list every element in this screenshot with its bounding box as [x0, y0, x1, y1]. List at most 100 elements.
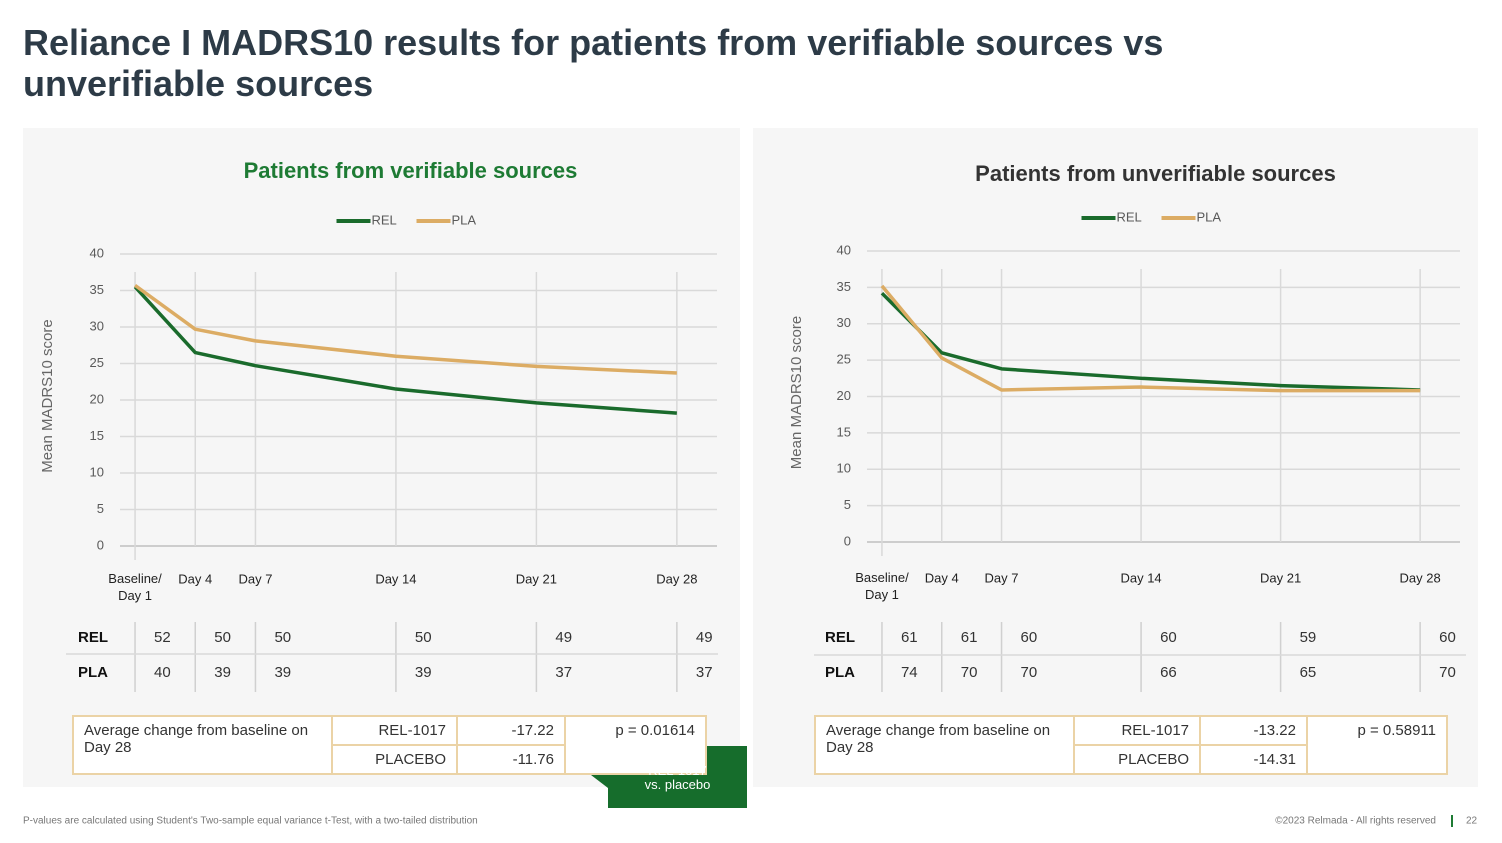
y-tick-label: 5: [97, 501, 104, 516]
table-cell: 61: [901, 629, 918, 646]
panel-bg: [753, 128, 1478, 787]
chart-title: Patients from verifiable sources: [244, 158, 578, 183]
y-tick-label: 15: [837, 424, 851, 439]
table-cell: 60: [1021, 629, 1038, 646]
x-tick-label: Day 4: [925, 570, 959, 585]
table-row-label: REL: [825, 629, 855, 646]
panel-bg: [23, 128, 740, 787]
y-tick-label: 35: [90, 282, 104, 297]
summary-table: Average change from baseline on Day 28 RE…: [814, 715, 1448, 775]
table-row-label: REL: [78, 629, 108, 646]
table-cell: 49: [696, 629, 713, 646]
summary-row: PLACEBO -14.31: [815, 744, 1447, 775]
footnote: P-values are calculated using Student's …: [23, 816, 478, 827]
y-axis-label: Mean MADRS10 score: [788, 316, 805, 469]
x-tick-label: Baseline/Day 1: [108, 571, 162, 603]
x-tick-label: Day 7: [238, 571, 272, 586]
table-cell: 39: [214, 664, 231, 681]
y-tick-label: 10: [90, 464, 104, 479]
callout: -5.5 diff. REL-1017 vs. placebo: [608, 750, 747, 792]
summary-row: Average change from baseline on Day 28 RE…: [814, 715, 1448, 775]
summary-row: Average change from baseline on Day 28 RE…: [72, 715, 707, 775]
summary-value: -17.22: [456, 715, 566, 746]
y-tick-label: 0: [97, 537, 104, 552]
y-tick-label: 15: [90, 428, 104, 443]
callout-line: REL-1017: [648, 763, 707, 778]
table-cell: 70: [961, 664, 978, 681]
summary-name: REL-1017: [1073, 715, 1201, 746]
table-cell: 60: [1160, 629, 1177, 646]
table-cell: 49: [555, 629, 572, 646]
table-cell: 52: [154, 629, 171, 646]
y-tick-label: 5: [844, 497, 851, 512]
series-line: [880, 284, 1421, 393]
slide-title: Reliance I MADRS10 results for patients …: [23, 22, 1164, 104]
legend-label: REL: [372, 212, 397, 227]
table-cell: 59: [1300, 629, 1317, 646]
table-cell: 65: [1300, 664, 1317, 681]
p-value: p = 0.01614: [564, 715, 707, 775]
y-tick-label: 30: [90, 318, 104, 333]
x-tick-label: Day 28: [1400, 570, 1441, 585]
table-row-label: PLA: [78, 664, 108, 681]
summary-name: PLACEBO: [331, 744, 458, 775]
x-tick-label: Day 4: [178, 571, 212, 586]
y-tick-label: 40: [837, 242, 851, 257]
summary-label: Average change from baseline on Day 28: [814, 715, 1075, 775]
legend-label: PLA: [1197, 209, 1222, 224]
table-cell: 61: [961, 629, 978, 646]
summary-row: PLACEBO -11.76: [73, 744, 706, 775]
y-tick-label: 30: [837, 315, 851, 330]
table-cell: 70: [1439, 664, 1456, 681]
p-value: p = 0.58911: [1306, 715, 1448, 775]
y-tick-label: 0: [844, 533, 851, 548]
summary-value: -14.31: [1199, 744, 1308, 775]
table-cell: 70: [1021, 664, 1038, 681]
series-line: [134, 283, 677, 375]
table-cell: 50: [274, 629, 291, 646]
table-cell: 37: [696, 664, 713, 681]
summary-label: Average change from baseline on Day 28: [72, 715, 333, 775]
summary-value: -11.76: [456, 744, 566, 775]
x-tick-label: Day 7: [985, 570, 1019, 585]
copyright: ©2023 Relmada - All rights reserved: [1275, 816, 1436, 827]
table-cell: 37: [555, 664, 572, 681]
y-tick-label: 40: [90, 245, 104, 260]
summary-table: Average change from baseline on Day 28 RE…: [72, 715, 707, 775]
chart-title: Patients from unverifiable sources: [975, 161, 1336, 186]
x-tick-label: Day 21: [516, 571, 557, 586]
table-cell: 50: [415, 629, 432, 646]
y-tick-label: 20: [90, 391, 104, 406]
callout-line: -5.5 diff.: [654, 749, 701, 764]
legend-label: REL: [1117, 209, 1142, 224]
series-line: [880, 291, 1421, 392]
table-cell: 39: [415, 664, 432, 681]
table-cell: 74: [901, 664, 918, 681]
y-tick-label: 20: [837, 388, 851, 403]
y-axis-label: Mean MADRS10 score: [39, 319, 56, 472]
series-line: [133, 285, 677, 415]
legend-label: PLA: [452, 212, 477, 227]
page-number: 22: [1466, 816, 1478, 827]
summary-name: REL-1017: [331, 715, 458, 746]
table-row-label: PLA: [825, 664, 855, 681]
y-tick-label: 25: [90, 355, 104, 370]
callout-line: vs. placebo: [644, 777, 711, 792]
table-cell: 66: [1160, 664, 1177, 681]
x-tick-label: Day 14: [1120, 570, 1161, 585]
x-tick-label: Day 14: [375, 571, 416, 586]
y-tick-label: 25: [837, 352, 851, 367]
y-tick-label: 35: [837, 279, 851, 294]
x-tick-label: Baseline/Day 1: [855, 570, 909, 602]
table-cell: 39: [274, 664, 291, 681]
x-tick-label: Day 28: [656, 571, 697, 586]
table-cell: 50: [214, 629, 231, 646]
summary-value: -13.22: [1199, 715, 1308, 746]
separator: [1451, 815, 1453, 827]
x-tick-label: Day 21: [1260, 570, 1301, 585]
y-tick-label: 10: [837, 461, 851, 476]
table-cell: 40: [154, 664, 171, 681]
table-cell: 60: [1439, 629, 1456, 646]
